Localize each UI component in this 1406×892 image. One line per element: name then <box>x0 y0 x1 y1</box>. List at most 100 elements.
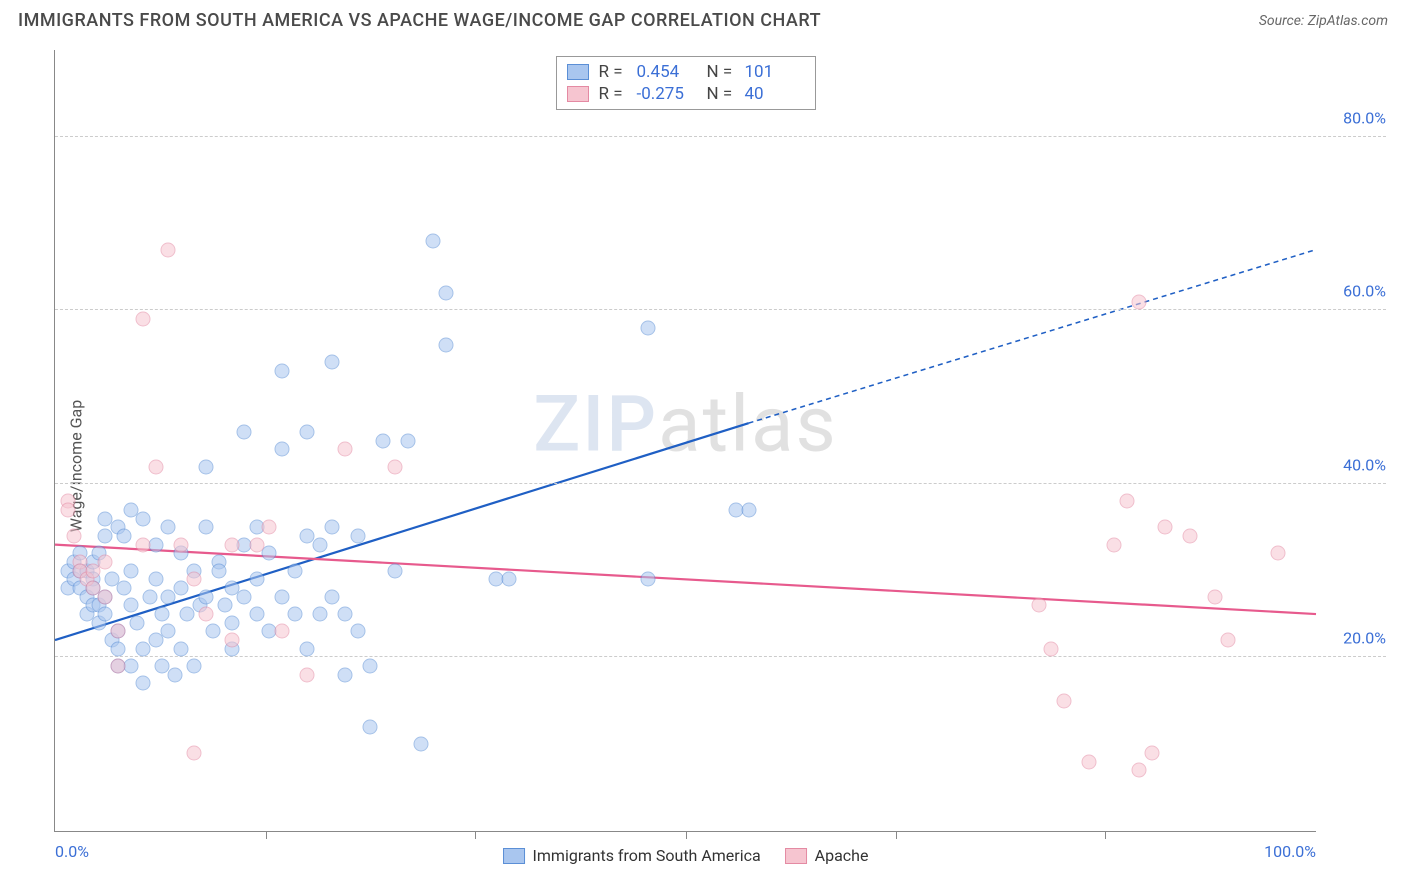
data-point <box>224 537 239 552</box>
data-point <box>161 520 176 535</box>
y-tick-label: 80.0% <box>1326 108 1386 127</box>
data-point <box>274 364 289 379</box>
y-tick-label: 60.0% <box>1326 282 1386 301</box>
data-point <box>325 520 340 535</box>
data-point <box>312 607 327 622</box>
data-point <box>1082 754 1097 769</box>
data-point <box>338 442 353 457</box>
data-point <box>224 615 239 630</box>
watermark: ZIPatlas <box>533 379 838 470</box>
gridline <box>55 656 1386 657</box>
data-point <box>98 607 113 622</box>
data-point <box>211 563 226 578</box>
data-point <box>438 338 453 353</box>
series-swatch-icon <box>785 848 807 864</box>
data-point <box>167 667 182 682</box>
x-tick-label: 100.0% <box>1264 842 1316 861</box>
x-minor-tick <box>266 831 267 839</box>
data-point <box>413 737 428 752</box>
data-point <box>375 433 390 448</box>
x-tick-label: 0.0% <box>55 842 89 861</box>
data-point <box>218 598 233 613</box>
data-point <box>237 424 252 439</box>
data-point <box>129 615 144 630</box>
data-point <box>1056 693 1071 708</box>
data-point <box>325 355 340 370</box>
data-point <box>274 589 289 604</box>
data-point <box>363 659 378 674</box>
data-point <box>300 667 315 682</box>
data-point <box>98 555 113 570</box>
data-point <box>1220 633 1235 648</box>
data-point <box>111 659 126 674</box>
legend-series: Immigrants from South America Apache <box>503 846 869 865</box>
data-point <box>1132 763 1147 778</box>
data-point <box>1271 546 1286 561</box>
gridline <box>55 136 1386 137</box>
data-point <box>186 745 201 760</box>
data-point <box>136 537 151 552</box>
data-point <box>237 589 252 604</box>
data-point <box>262 546 277 561</box>
data-point <box>136 312 151 327</box>
data-point <box>1145 745 1160 760</box>
data-point <box>388 563 403 578</box>
y-tick-label: 20.0% <box>1326 629 1386 648</box>
data-point <box>1132 294 1147 309</box>
series-swatch-icon <box>503 848 525 864</box>
x-minor-tick <box>475 831 476 839</box>
series-swatch-icon <box>567 64 589 80</box>
data-point <box>199 520 214 535</box>
data-point <box>136 511 151 526</box>
data-point <box>741 502 756 517</box>
data-point <box>66 528 81 543</box>
data-point <box>174 537 189 552</box>
data-point <box>338 667 353 682</box>
regression-lines <box>55 50 1316 831</box>
data-point <box>501 572 516 587</box>
data-point <box>205 624 220 639</box>
data-point <box>1119 494 1134 509</box>
x-minor-tick <box>896 831 897 839</box>
data-point <box>363 719 378 734</box>
data-point <box>199 459 214 474</box>
data-point <box>111 624 126 639</box>
data-point <box>274 442 289 457</box>
data-point <box>249 537 264 552</box>
data-point <box>388 459 403 474</box>
data-point <box>123 598 138 613</box>
data-point <box>186 659 201 674</box>
data-point <box>1031 598 1046 613</box>
data-point <box>142 589 157 604</box>
data-point <box>60 502 75 517</box>
data-point <box>1157 520 1172 535</box>
legend-item: Apache <box>785 846 869 865</box>
data-point <box>98 589 113 604</box>
x-minor-tick <box>686 831 687 839</box>
data-point <box>640 320 655 335</box>
gridline <box>55 483 1386 484</box>
data-point <box>1182 528 1197 543</box>
data-point <box>300 641 315 656</box>
series-swatch-icon <box>567 86 589 102</box>
data-point <box>136 676 151 691</box>
data-point <box>287 607 302 622</box>
data-point <box>350 624 365 639</box>
data-point <box>161 624 176 639</box>
x-minor-tick <box>1105 831 1106 839</box>
y-tick-label: 40.0% <box>1326 455 1386 474</box>
legend-item: Immigrants from South America <box>503 846 761 865</box>
chart-container: Wage/Income Gap ZIPatlas R = 0.454 N = 1… <box>0 40 1406 892</box>
data-point <box>1044 641 1059 656</box>
data-point <box>300 424 315 439</box>
data-point <box>155 607 170 622</box>
data-point <box>123 563 138 578</box>
source-label: Source: ZipAtlas.com <box>1259 13 1388 29</box>
legend-stats-row: R = -0.275 N = 40 <box>567 83 805 105</box>
data-point <box>438 285 453 300</box>
data-point <box>287 563 302 578</box>
data-point <box>111 641 126 656</box>
data-point <box>186 572 201 587</box>
data-point <box>174 641 189 656</box>
gridline <box>55 309 1386 310</box>
